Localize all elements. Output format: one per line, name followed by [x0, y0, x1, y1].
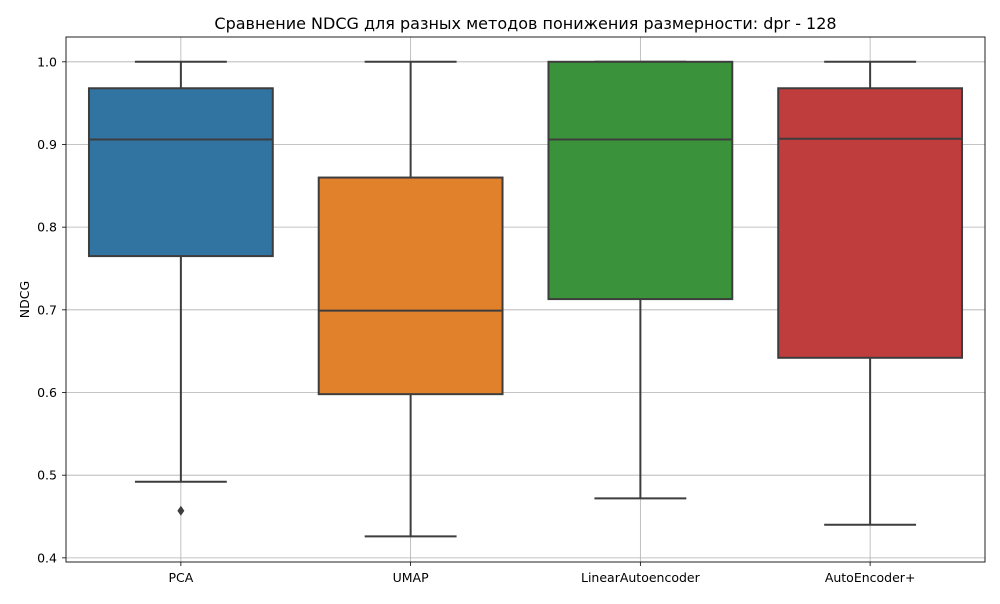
plot-frame [65, 36, 986, 563]
box-body [317, 176, 504, 396]
y-tick-label: 1.0 [37, 54, 57, 69]
box-group [317, 60, 504, 538]
x-tick-label: UMAP [393, 570, 429, 585]
x-tick-label: AutoEncoder+ [825, 570, 916, 585]
box-body [777, 87, 964, 359]
box-body [547, 60, 734, 301]
box-group [87, 60, 274, 516]
x-tick-label: PCA [168, 570, 193, 585]
y-tick-label: 0.9 [37, 137, 57, 152]
box-group [547, 60, 734, 500]
axis-layer: 0.4 0.5 0.6 0.7 0.8 0.9 1.0 PCA UMAP LinearAutoen… [37, 54, 915, 585]
y-axis-label: NDCG [17, 281, 32, 318]
box-body [87, 87, 274, 258]
box-layer [87, 60, 964, 538]
y-tick-label: 0.7 [37, 302, 57, 317]
y-tick-label: 0.5 [37, 468, 57, 483]
y-tick-label: 0.6 [37, 385, 57, 400]
x-tick-label: LinearAutoencoder [581, 570, 701, 585]
y-tick-label: 0.4 [37, 550, 57, 565]
box-group [777, 60, 964, 526]
chart-title: Сравнение NDCG для разных методов пониже… [214, 14, 836, 33]
outlier-point [177, 505, 185, 516]
y-tick-label: 0.8 [37, 220, 57, 235]
